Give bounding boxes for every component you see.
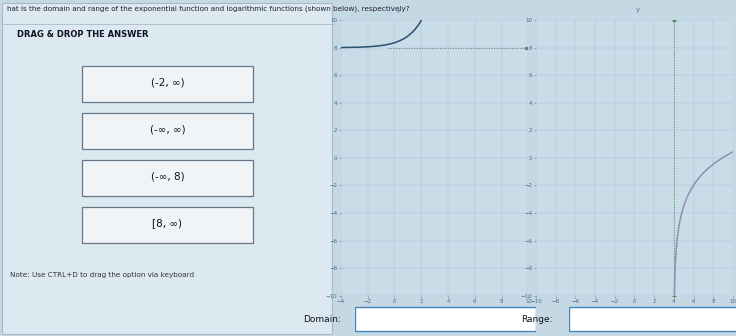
FancyBboxPatch shape	[82, 207, 253, 243]
Text: Range:: Range:	[520, 315, 552, 324]
Text: Domain:: Domain:	[303, 315, 341, 324]
Text: (-2, ∞): (-2, ∞)	[151, 77, 184, 87]
FancyBboxPatch shape	[82, 114, 253, 149]
Text: y: y	[397, 7, 400, 13]
Text: y: y	[636, 7, 640, 13]
Text: Note: Use CTRL+D to drag the option via keyboard: Note: Use CTRL+D to drag the option via …	[10, 272, 194, 278]
FancyBboxPatch shape	[569, 307, 736, 331]
FancyBboxPatch shape	[82, 161, 253, 196]
Text: x: x	[537, 159, 541, 165]
Text: (-∞, 8): (-∞, 8)	[151, 171, 184, 181]
Text: hat is the domain and range of the exponential function and logarithmic function: hat is the domain and range of the expon…	[7, 5, 409, 11]
Text: [8, ∞): [8, ∞)	[152, 218, 183, 228]
FancyBboxPatch shape	[355, 307, 536, 331]
Text: DRAG & DROP THE ANSWER: DRAG & DROP THE ANSWER	[17, 30, 148, 39]
FancyBboxPatch shape	[1, 3, 331, 334]
Text: (-∞, ∞): (-∞, ∞)	[149, 124, 185, 134]
FancyBboxPatch shape	[82, 67, 253, 101]
